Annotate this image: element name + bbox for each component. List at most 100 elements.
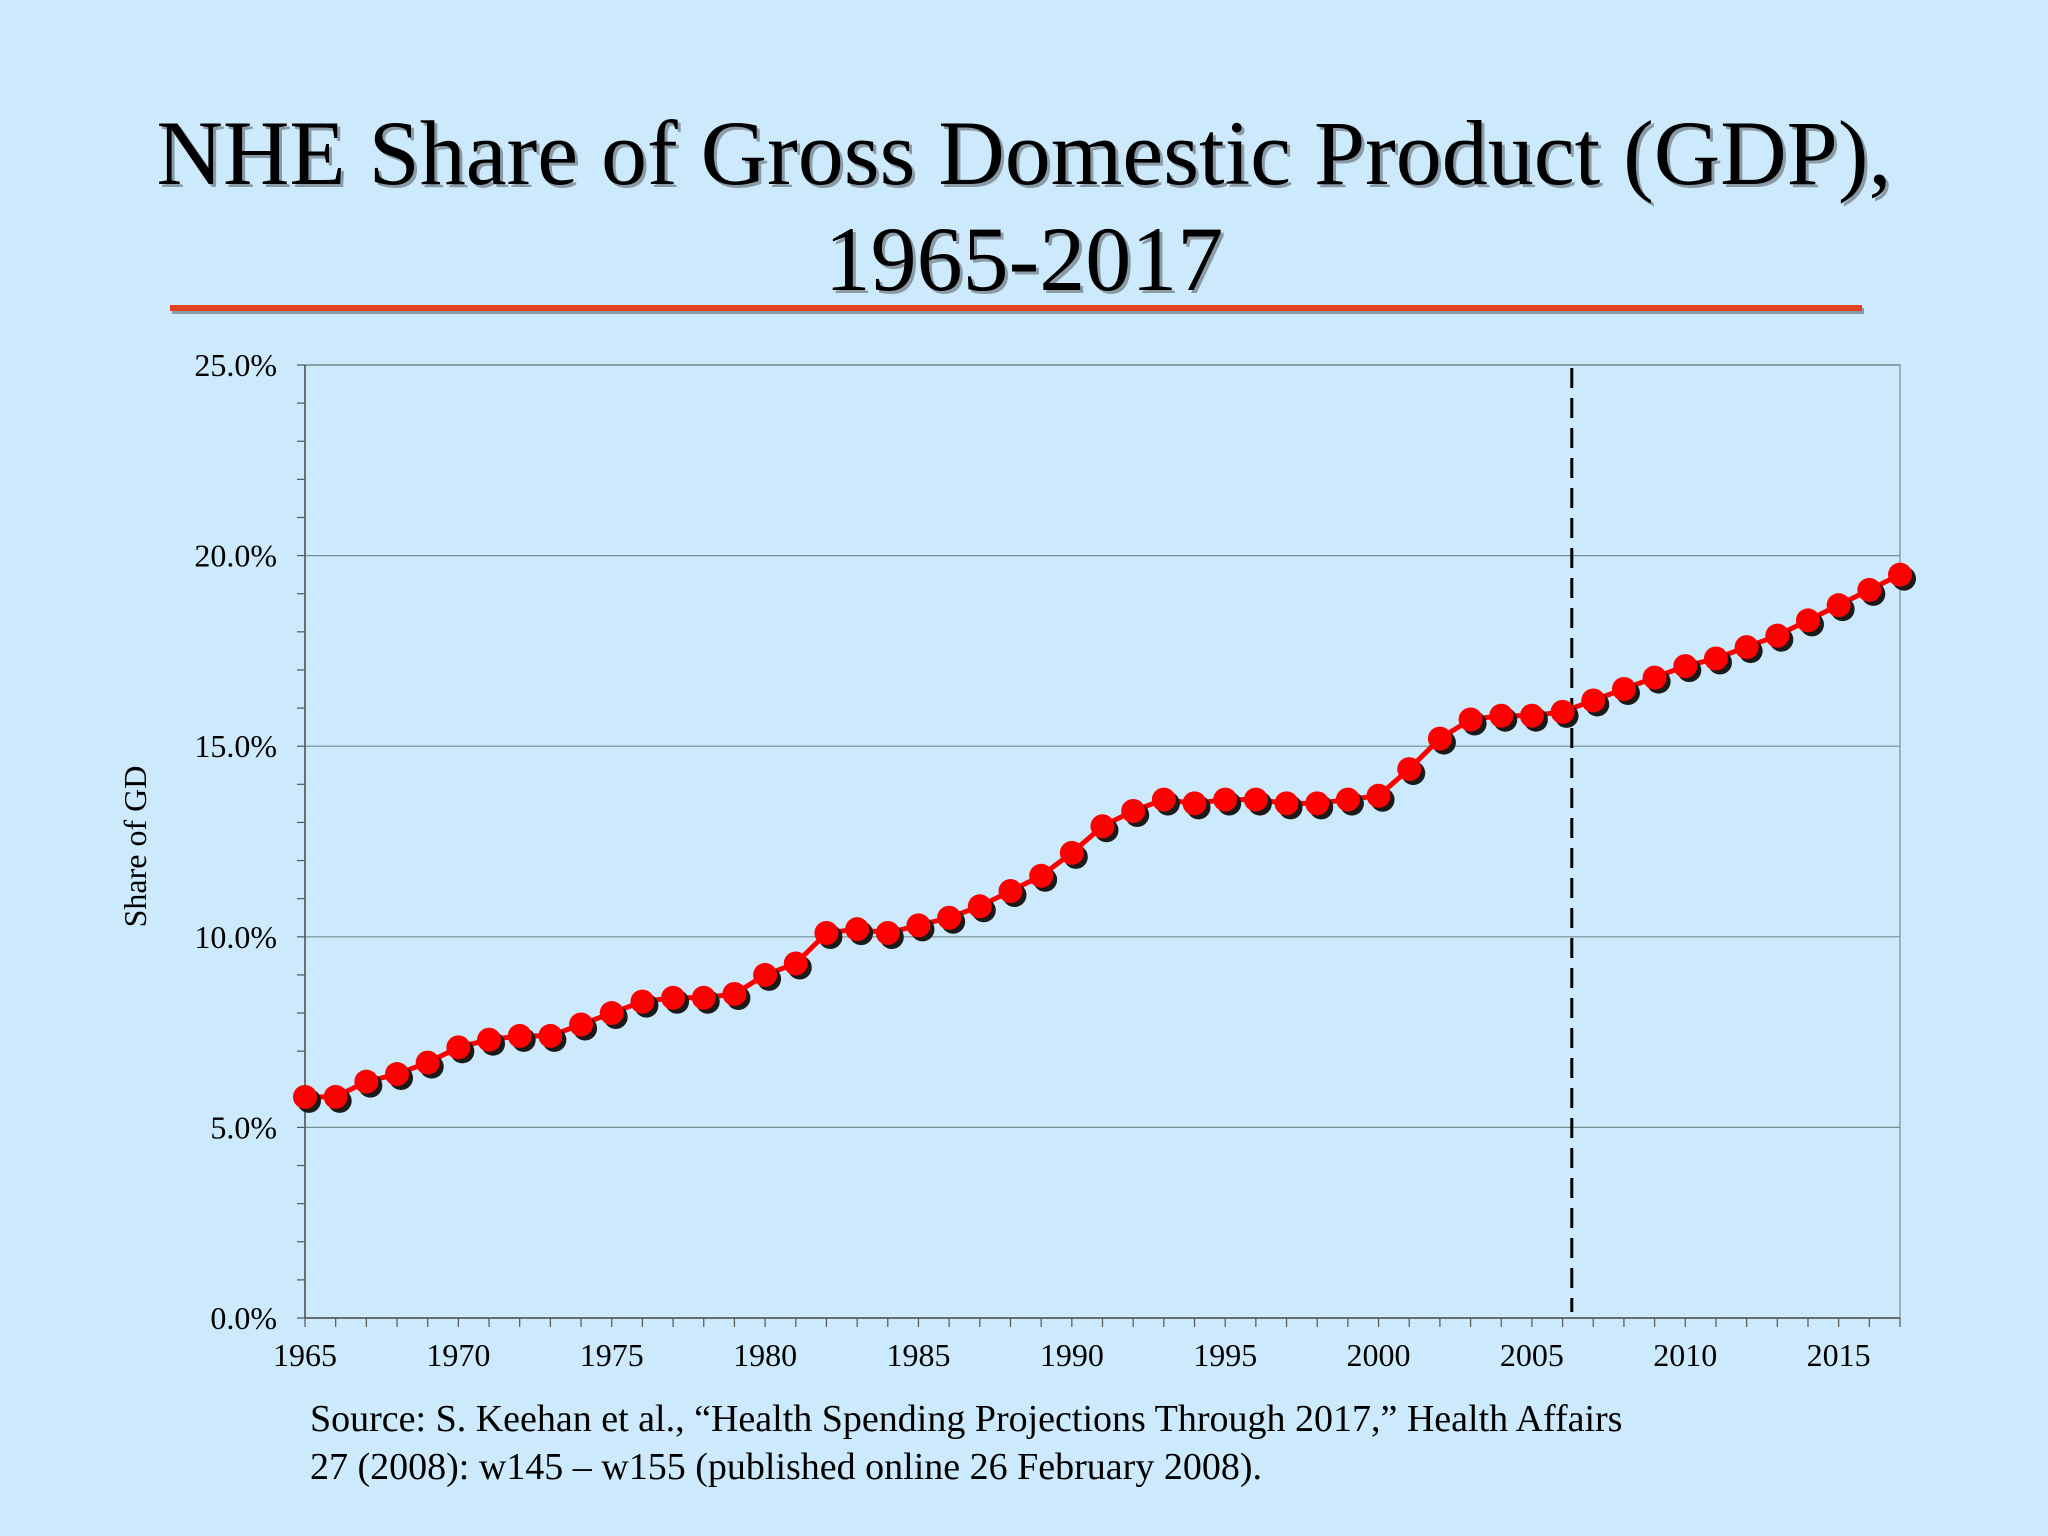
data-point	[1182, 791, 1211, 820]
data-point	[691, 985, 720, 1014]
data-point	[1029, 863, 1058, 892]
data-point	[630, 989, 659, 1018]
data-point-marker	[630, 989, 655, 1014]
data-point	[323, 1084, 352, 1113]
data-point	[477, 1027, 506, 1056]
data-point-marker	[1458, 707, 1483, 732]
data-point-marker	[599, 1001, 624, 1026]
data-point-marker	[1090, 814, 1115, 839]
source-line-2: 27 (2008): w145 – w155 (published online…	[310, 1446, 1262, 1488]
data-point	[1305, 791, 1334, 820]
x-tick-label: 2010	[1653, 1337, 1717, 1373]
data-point	[538, 1023, 567, 1052]
data-point-marker	[1795, 608, 1820, 633]
x-tick-label: 2015	[1807, 1337, 1871, 1373]
data-point-marker	[967, 894, 992, 919]
data-point-marker	[1305, 791, 1330, 816]
data-point	[1243, 787, 1272, 816]
slide-title: NHE Share of Gross Domestic Product (GDP…	[0, 100, 2048, 312]
title-underline	[170, 305, 1862, 311]
data-point	[753, 962, 782, 991]
x-tick-label: 2000	[1347, 1337, 1411, 1373]
data-point-marker	[1519, 703, 1544, 728]
data-point-marker	[569, 1012, 594, 1037]
data-point	[507, 1023, 536, 1052]
data-point-marker	[415, 1050, 440, 1075]
data-point-marker	[1029, 863, 1054, 888]
data-point	[1857, 577, 1886, 606]
y-axis-title: Share of GD	[117, 766, 153, 928]
data-point	[1795, 608, 1824, 637]
data-point	[1427, 726, 1456, 755]
data-point	[599, 1001, 628, 1030]
data-point	[1366, 783, 1395, 812]
data-point-marker	[1888, 562, 1912, 587]
y-tick-label: 25.0%	[194, 347, 277, 383]
data-point	[1642, 665, 1671, 694]
x-tick-label: 1995	[1193, 1337, 1257, 1373]
data-point-marker	[354, 1069, 379, 1094]
data-point	[1397, 757, 1426, 786]
data-point	[661, 985, 690, 1014]
data-point	[967, 894, 996, 923]
data-point	[937, 905, 966, 934]
data-point-marker	[477, 1027, 502, 1052]
x-tick-label: 1990	[1040, 1337, 1104, 1373]
x-tick-label: 2005	[1500, 1337, 1564, 1373]
data-point	[1489, 703, 1518, 732]
data-point-marker	[1489, 703, 1514, 728]
data-point-marker	[323, 1084, 348, 1109]
data-point-marker	[1550, 699, 1575, 724]
data-point-marker	[1642, 665, 1667, 690]
data-point	[1550, 699, 1579, 728]
data-point	[1335, 787, 1364, 816]
data-point	[354, 1069, 383, 1098]
data-point	[722, 981, 751, 1010]
data-point	[845, 917, 874, 946]
data-point	[1703, 646, 1732, 675]
data-point-marker	[1734, 635, 1759, 660]
data-point-marker	[1427, 726, 1452, 751]
data-point	[1888, 562, 1916, 591]
data-point-marker	[507, 1023, 532, 1048]
data-point-marker	[538, 1023, 563, 1048]
title-line-1: NHE Share of Gross Domestic Product (GDP…	[156, 102, 1892, 204]
data-point-marker	[385, 1062, 410, 1087]
data-point	[998, 879, 1027, 908]
data-point-marker	[783, 951, 808, 976]
data-point	[1581, 688, 1610, 717]
data-point-marker	[1397, 757, 1422, 782]
y-tick-label: 0.0%	[210, 1300, 277, 1336]
data-point	[1274, 791, 1303, 820]
data-point-marker	[1059, 840, 1084, 865]
data-point	[814, 920, 843, 949]
data-point-marker	[1366, 783, 1391, 808]
data-point	[293, 1084, 321, 1113]
data-point	[1458, 707, 1487, 736]
data-point-marker	[661, 985, 686, 1010]
data-point-marker	[906, 913, 931, 938]
data-point-marker	[1182, 791, 1207, 816]
data-point	[875, 920, 904, 949]
y-tick-label: 20.0%	[194, 538, 277, 574]
data-point	[1059, 840, 1088, 869]
y-tick-label: 15.0%	[194, 728, 277, 764]
data-point	[1734, 635, 1763, 664]
data-point-marker	[1274, 791, 1299, 816]
data-point	[1765, 623, 1794, 652]
data-point-marker	[446, 1035, 471, 1060]
data-point-marker	[1121, 799, 1146, 824]
data-point-marker	[1611, 677, 1636, 702]
data-point-marker	[1703, 646, 1728, 671]
data-point-marker	[845, 917, 870, 942]
y-tick-label: 5.0%	[210, 1109, 277, 1145]
data-point-marker	[691, 985, 716, 1010]
data-point	[1090, 814, 1119, 843]
data-point	[569, 1012, 598, 1041]
data-point-marker	[1857, 577, 1882, 602]
data-point-marker	[1213, 787, 1238, 812]
data-point-marker	[753, 962, 778, 987]
data-point-marker	[1765, 623, 1790, 648]
data-point-marker	[722, 981, 747, 1006]
